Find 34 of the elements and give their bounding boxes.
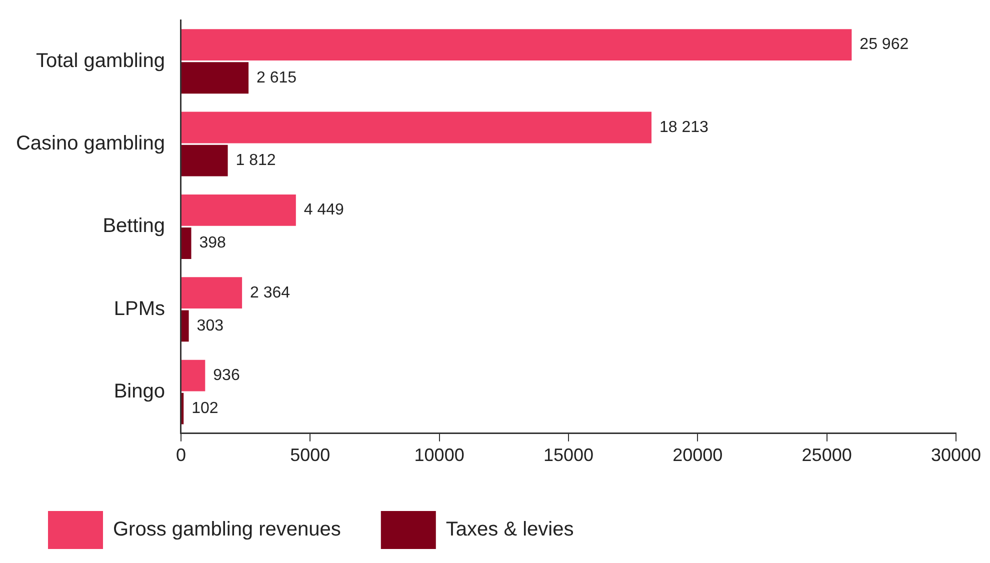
bar [181,112,652,144]
legend-label: Taxes & levies [446,518,574,541]
data-label: 25 962 [860,36,909,54]
y-tick-label: Betting [102,215,165,238]
x-tick-label: 25000 [802,445,852,466]
data-label: 4 449 [304,202,344,219]
data-label: 102 [192,400,218,417]
bar [181,194,296,226]
bar [181,29,852,61]
data-label: 936 [213,366,240,384]
data-label: 18 213 [659,118,709,136]
data-label: 2 364 [250,284,290,302]
y-tick-label: LPMs [114,298,165,320]
x-tick-label: 15000 [543,445,594,466]
data-label: 398 [199,234,226,252]
bar [181,144,228,176]
y-tick-label: Casino gambling [16,132,165,155]
x-tick-label: 0 [176,445,186,466]
bar [181,360,206,392]
x-tick-label: 10000 [414,445,464,466]
bar [181,310,189,342]
bar [181,228,192,259]
x-tick-label: 5000 [290,445,330,466]
bar [181,392,184,424]
x-tick-label: 20000 [672,445,723,466]
data-label: 303 [196,317,224,334]
bar [181,277,242,309]
data-label: 2 615 [256,69,297,86]
legend-label: Gross gambling revenues [113,518,341,541]
y-tick-label: Total gambling [36,50,165,72]
bar [181,62,249,94]
y-tick-label: Bingo [114,380,165,403]
x-tick-label: 30000 [930,445,982,466]
data-label: 1 812 [236,152,276,169]
